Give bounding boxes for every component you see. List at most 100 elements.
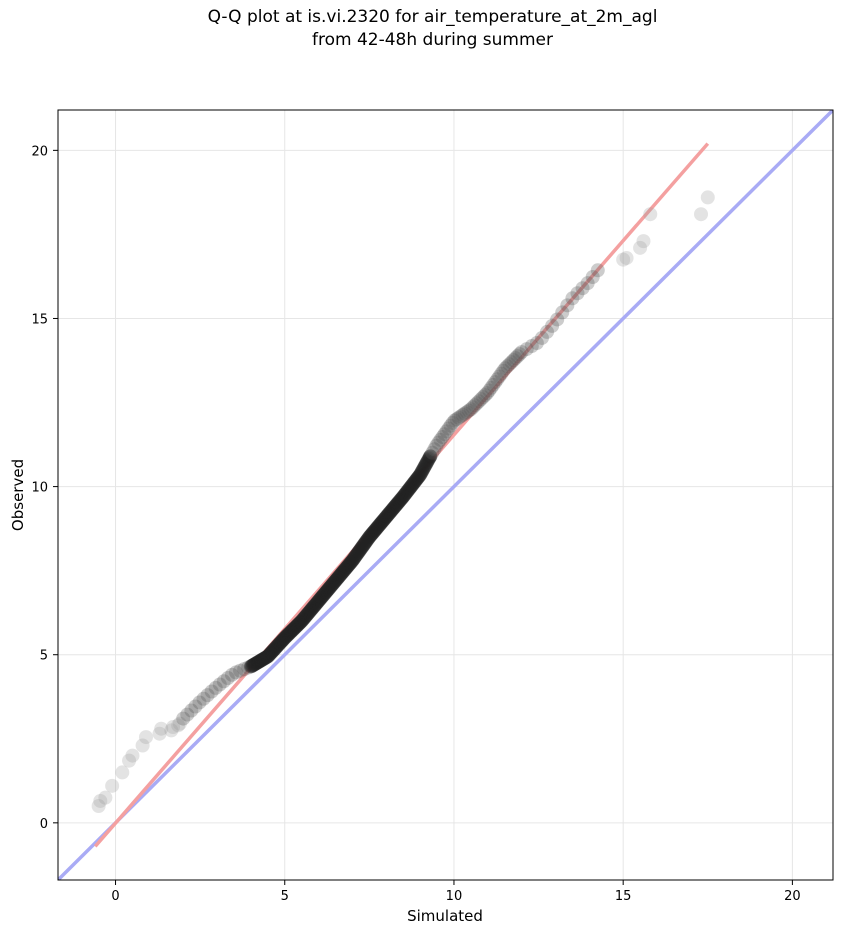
data-point [326,576,341,591]
data-point [359,533,374,548]
data-point [287,621,302,636]
data-point [560,298,575,313]
data-point [407,475,422,490]
data-point [447,413,462,428]
data-point [262,647,277,662]
data-point [279,629,294,644]
data-point [439,424,454,439]
x-tick-label: 20 [784,889,801,904]
data-point [393,492,408,507]
data-point [295,613,310,628]
data-point [328,573,343,588]
data-point [348,549,363,564]
y-tick-label: 10 [31,481,48,496]
data-point [347,550,362,565]
data-point [305,601,320,616]
data-point [352,544,367,559]
data-point [329,572,344,587]
data-point [343,555,358,570]
data-point [356,538,371,553]
data-point [310,594,325,609]
tail-point [98,790,113,805]
data-point [384,504,399,519]
y-tick-label: 20 [31,144,48,159]
data-point [287,620,302,635]
data-point [417,460,432,475]
data-point [311,593,326,608]
data-point [283,624,298,639]
data-point [364,527,379,542]
data-point [268,641,283,656]
data-point [319,584,334,599]
data-point [256,652,271,667]
data-point [265,644,280,659]
data-point [342,556,357,571]
data-point [264,645,279,660]
data-point [488,375,503,390]
data-point [382,505,397,520]
data-point [394,492,409,507]
data-point [277,630,292,645]
data-point [293,615,308,630]
data-point [277,631,292,646]
data-point [474,392,489,407]
data-point [298,609,313,624]
data-point [304,601,319,616]
data-point [312,593,327,608]
data-point [204,684,219,699]
data-point [397,487,412,502]
tail-point [171,718,186,733]
data-point [308,597,323,612]
data-point [423,449,438,464]
data-point [402,481,417,496]
data-point [463,402,478,417]
x-tick-label: 5 [281,889,289,904]
data-point [281,627,296,642]
data-point [352,543,367,558]
data-point [467,398,482,413]
data-point [414,465,429,480]
x-tick-label: 10 [446,889,463,904]
data-point [451,410,466,425]
data-point [478,388,493,403]
data-point [409,473,424,488]
data-point [396,489,411,504]
data-point [333,568,348,583]
data-point [486,377,501,392]
tail-point [643,207,658,222]
data-point [375,513,390,528]
data-point [371,518,386,533]
data-point [267,642,282,656]
data-point [423,449,438,464]
data-point [540,324,555,339]
data-point [304,602,319,617]
data-point [266,642,281,657]
tail-point [122,753,137,768]
data-point [408,473,423,488]
data-point [290,618,305,633]
data-point [377,511,392,526]
data-point [306,600,321,615]
data-point [361,530,376,545]
data-point [417,459,432,474]
data-point [264,644,279,659]
data-point [296,612,311,627]
data-point [325,576,340,591]
data-point [385,502,400,517]
data-point [381,506,396,521]
data-point [431,435,446,450]
data-point [296,611,311,626]
data-point [391,495,406,510]
data-point [246,657,261,672]
data-point [298,610,313,625]
data-point [289,618,304,633]
data-point [249,656,264,671]
data-point [422,450,437,465]
y-tick-label: 5 [40,649,48,664]
data-point [472,394,487,409]
data-point [369,521,384,536]
data-point [192,695,207,710]
data-point [345,553,360,568]
data-point [275,633,290,648]
data-point [398,486,413,501]
